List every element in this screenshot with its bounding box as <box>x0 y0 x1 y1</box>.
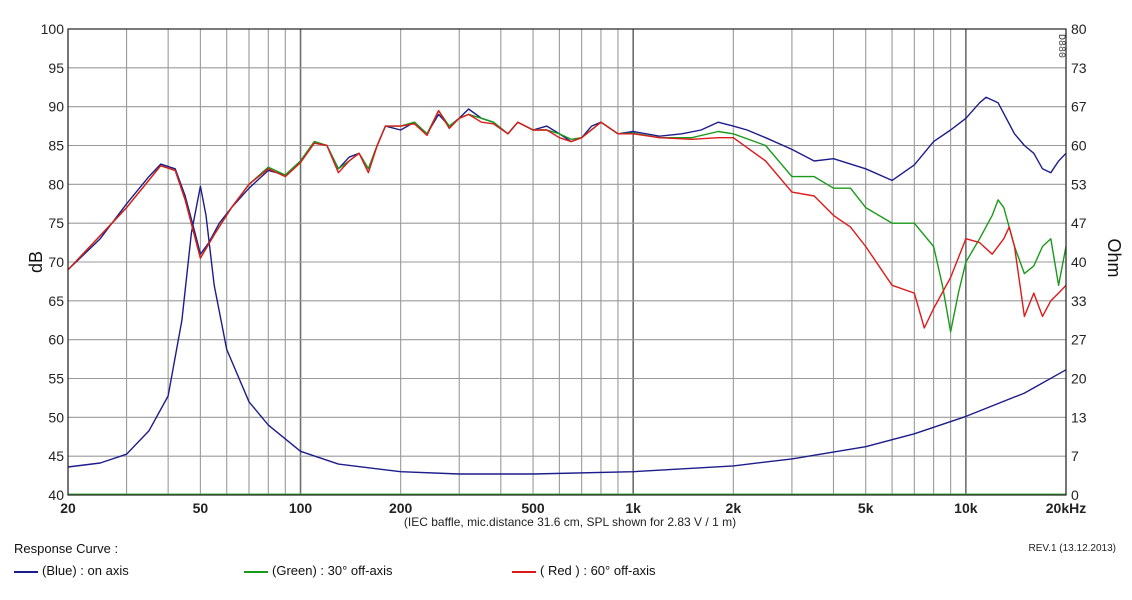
y2-axis-label: Ohm <box>1104 238 1124 277</box>
x-tick-label: 20kHz <box>1046 500 1086 516</box>
y-tick-label: 65 <box>48 293 64 309</box>
y2-tick-label: 60 <box>1071 138 1087 154</box>
y2-tick-label: 0 <box>1071 487 1079 503</box>
y-axis-label: dB <box>26 251 46 273</box>
plot-frame <box>67 28 1067 496</box>
legend-item-blue: (Blue) : on axis <box>14 563 129 578</box>
blue-line-swatch <box>14 570 38 573</box>
y-tick-label: 40 <box>48 487 64 503</box>
y-tick-label: 80 <box>48 176 64 192</box>
legend-title: Response Curve : <box>14 541 119 556</box>
y-tick-labels: 40 45 50 55 60 65 70 75 80 85 90 95 100 <box>41 21 65 503</box>
y2-tick-label: 7 <box>1071 448 1079 464</box>
y-tick-label: 75 <box>48 215 64 231</box>
series-line-green <box>67 109 1067 333</box>
green-line-swatch <box>244 570 268 573</box>
y2-tick-labels: 0 7 13 20 27 33 40 47 53 60 67 73 80 <box>1071 21 1087 503</box>
red-line-swatch <box>512 570 536 573</box>
x-tick-label: 50 <box>193 500 209 516</box>
y2-tick-label: 80 <box>1071 21 1087 37</box>
x-tick-label: 500 <box>521 500 545 516</box>
x-tick-label: 20 <box>60 500 76 516</box>
y2-tick-label: 73 <box>1071 60 1087 76</box>
series-line-red <box>67 109 1067 329</box>
y2-tick-label: 53 <box>1071 176 1087 192</box>
x-tick-label: 100 <box>289 500 313 516</box>
measurement-note: (IEC baffle, mic.distance 31.6 cm, SPL s… <box>404 515 736 529</box>
y2-tick-label: 20 <box>1071 371 1087 387</box>
y-tick-label: 85 <box>48 138 64 154</box>
legend-label-green: (Green) : 30° off-axis <box>272 563 393 578</box>
series-line-impedance <box>67 185 1067 475</box>
y2-tick-label: 67 <box>1071 99 1087 115</box>
x-tick-labels: 20 50 100 200 500 1k 2k 5k 10k 20kHz <box>60 500 1086 516</box>
y-tick-label: 55 <box>48 371 64 387</box>
revision-label: REV.1 (13.12.2013) <box>1028 543 1116 554</box>
y2-tick-label: 40 <box>1071 254 1087 270</box>
x-tick-label: 200 <box>389 500 413 516</box>
y-tick-label: 90 <box>48 99 64 115</box>
legend-item-red: ( Red ) : 60° off-axis <box>512 563 656 578</box>
legend-label-red: ( Red ) : 60° off-axis <box>540 563 656 578</box>
y2-tick-label: 47 <box>1071 215 1087 231</box>
y-tick-label: 50 <box>48 409 64 425</box>
y2-tick-label: 33 <box>1071 293 1087 309</box>
legend-label-blue: (Blue) : on axis <box>42 563 129 578</box>
y-tick-label: 100 <box>41 21 65 37</box>
x-tick-label: 5k <box>858 500 874 516</box>
y2-tick-label: 13 <box>1071 409 1087 425</box>
series-layer <box>67 96 1067 475</box>
x-tick-label: 1k <box>625 500 641 516</box>
y-tick-label: 60 <box>48 332 64 348</box>
x-tick-label: 10k <box>954 500 978 516</box>
legend-item-green: (Green) : 30° off-axis <box>244 563 393 578</box>
horizontal-grid <box>68 67 1066 495</box>
frequency-response-chart: 20 50 100 200 500 1k 2k 5k 10k 20kHz 404550556065… <box>26 21 1124 529</box>
y-tick-label: 95 <box>48 60 64 76</box>
y-tick-label: 70 <box>48 254 64 270</box>
chart-code: D880 <box>1055 34 1066 58</box>
series-line-blue <box>67 96 1067 271</box>
y-tick-label: 45 <box>48 448 64 464</box>
y2-tick-label: 27 <box>1071 332 1087 348</box>
x-tick-label: 2k <box>726 500 742 516</box>
